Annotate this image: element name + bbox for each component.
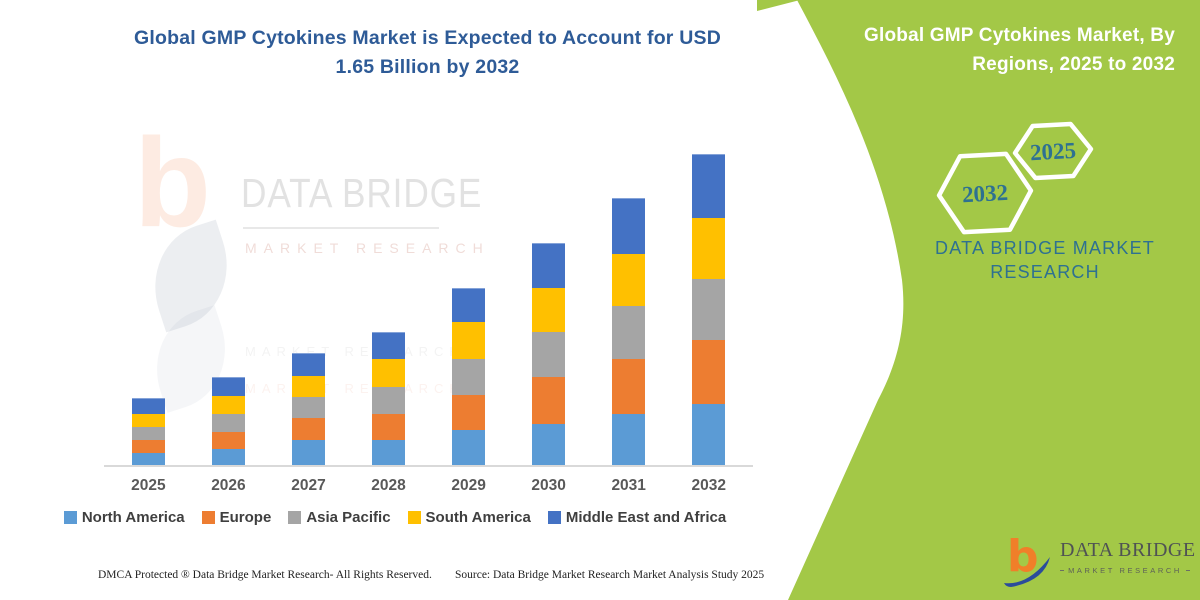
x-axis-label-2030: 2030 bbox=[531, 477, 566, 494]
bar-segment-2029-middle-east-and-africa bbox=[452, 287, 486, 323]
legend-label: South America bbox=[425, 509, 531, 526]
x-axis-label-2031: 2031 bbox=[611, 477, 646, 494]
x-axis-label-2027: 2027 bbox=[291, 477, 326, 494]
bar-segment-2028-middle-east-and-africa bbox=[372, 331, 406, 360]
svg-text:b: b bbox=[1007, 531, 1039, 582]
legend-item-north-america: North America bbox=[63, 509, 185, 526]
hexagon-year-2025: 2025 bbox=[1029, 138, 1076, 165]
legend-swatch-icon bbox=[407, 511, 421, 524]
logo-rule-right bbox=[1185, 570, 1191, 571]
x-axis-label-2026: 2026 bbox=[211, 477, 246, 494]
chart-title-line2: 1.65 Billion by 2032 bbox=[335, 56, 520, 79]
legend-label: Asia Pacific bbox=[306, 509, 391, 526]
chart-title: Global GMP Cytokines Market is Expected … bbox=[95, 24, 760, 83]
legend-swatch-icon bbox=[288, 511, 302, 524]
logo-rule-left bbox=[1060, 570, 1065, 571]
x-axis-line bbox=[104, 465, 753, 467]
bar-segment-2031-middle-east-and-africa bbox=[612, 198, 646, 254]
bar-segment-2029-south-america bbox=[452, 321, 486, 359]
legend-swatch-icon bbox=[201, 511, 215, 524]
bar-segment-2030-middle-east-and-africa bbox=[532, 242, 566, 289]
bar-segment-2028-north-america bbox=[372, 439, 406, 467]
legend-item-south-america: South America bbox=[407, 509, 531, 526]
bar-segment-2031-north-america bbox=[612, 412, 646, 467]
bar-segment-2032-south-america bbox=[692, 216, 726, 280]
x-axis-label-2028: 2028 bbox=[371, 477, 406, 494]
hexagon-year-2032: 2032 bbox=[961, 180, 1008, 207]
legend-label: Middle East and Africa bbox=[565, 509, 727, 526]
logo-subtext: MARKET RESEARCH bbox=[1068, 566, 1182, 575]
sidebar-green-panel bbox=[788, 0, 1200, 600]
x-axis-label-2025: 2025 bbox=[131, 477, 166, 494]
hexagon-2032-icon: 2032 bbox=[936, 151, 1034, 235]
legend-item-middle-east-and-africa: Middle East and Africa bbox=[547, 509, 727, 526]
logo-subtext-row: MARKET RESEARCH bbox=[1060, 566, 1191, 575]
bar-segment-2032-middle-east-and-africa bbox=[692, 153, 726, 218]
sidebar-title-line1: Global GMP Cytokines Market, By bbox=[864, 25, 1175, 46]
hexagon-2025-icon: 2025 bbox=[1012, 121, 1094, 181]
legend-label: Europe bbox=[219, 509, 272, 526]
sidebar-brand-line1: DATA BRIDGE MARKET bbox=[935, 238, 1155, 258]
sidebar-brand-text: DATA BRIDGE MARKET RESEARCH bbox=[920, 236, 1170, 285]
forecast-years-hexagons: 2032 2025 bbox=[936, 121, 1094, 235]
legend: North America Europe Asia Pacific South Ame… bbox=[10, 509, 780, 526]
x-axis-label-2032: 2032 bbox=[691, 477, 726, 494]
sidebar-title-line2: Regions, 2025 to 2032 bbox=[972, 54, 1175, 76]
bar-segment-2028-south-america bbox=[372, 358, 406, 387]
copyright-text: DMCA Protected ® Data Bridge Market Rese… bbox=[98, 569, 432, 581]
bar-segment-2032-asia-pacific bbox=[692, 278, 726, 341]
bar-segment-2025-middle-east-and-africa bbox=[131, 398, 165, 414]
bar-segment-2026-middle-east-and-africa bbox=[211, 376, 245, 396]
chart-title-line1: Global GMP Cytokines Market is Expected … bbox=[134, 27, 721, 49]
stacked-bar-plot-area bbox=[131, 153, 726, 467]
data-bridge-logo: b DATA BRIDGE MARKET RESEARCH bbox=[1003, 531, 1198, 589]
sidebar-title: Global GMP Cytokines Market, By Regions,… bbox=[845, 21, 1175, 80]
sidebar-corner-triangle bbox=[757, 0, 800, 11]
legend-swatch-icon bbox=[63, 511, 77, 524]
bar-segment-2030-north-america bbox=[532, 422, 566, 467]
legend-item-asia-pacific: Asia Pacific bbox=[288, 509, 391, 526]
legend-item-europe: Europe bbox=[201, 509, 272, 526]
bar-segment-2030-europe bbox=[532, 376, 566, 424]
legend-swatch-icon bbox=[547, 511, 561, 524]
legend-label: North America bbox=[81, 509, 185, 526]
data-bridge-logo-mark-icon: b bbox=[1004, 531, 1050, 587]
logo-name-text: DATA BRIDGE bbox=[1060, 539, 1196, 561]
bar-segment-2025-north-america bbox=[131, 452, 165, 466]
x-axis-label-2029: 2029 bbox=[451, 477, 486, 494]
bar-segment-2031-asia-pacific bbox=[612, 304, 646, 360]
bar-segment-2032-north-america bbox=[692, 403, 726, 467]
bar-segment-2032-europe bbox=[692, 339, 726, 405]
bar-segment-2027-middle-east-and-africa bbox=[292, 353, 325, 377]
source-text: Source: Data Bridge Market Research Mark… bbox=[455, 569, 765, 581]
sidebar-brand-line2: RESEARCH bbox=[990, 262, 1100, 283]
